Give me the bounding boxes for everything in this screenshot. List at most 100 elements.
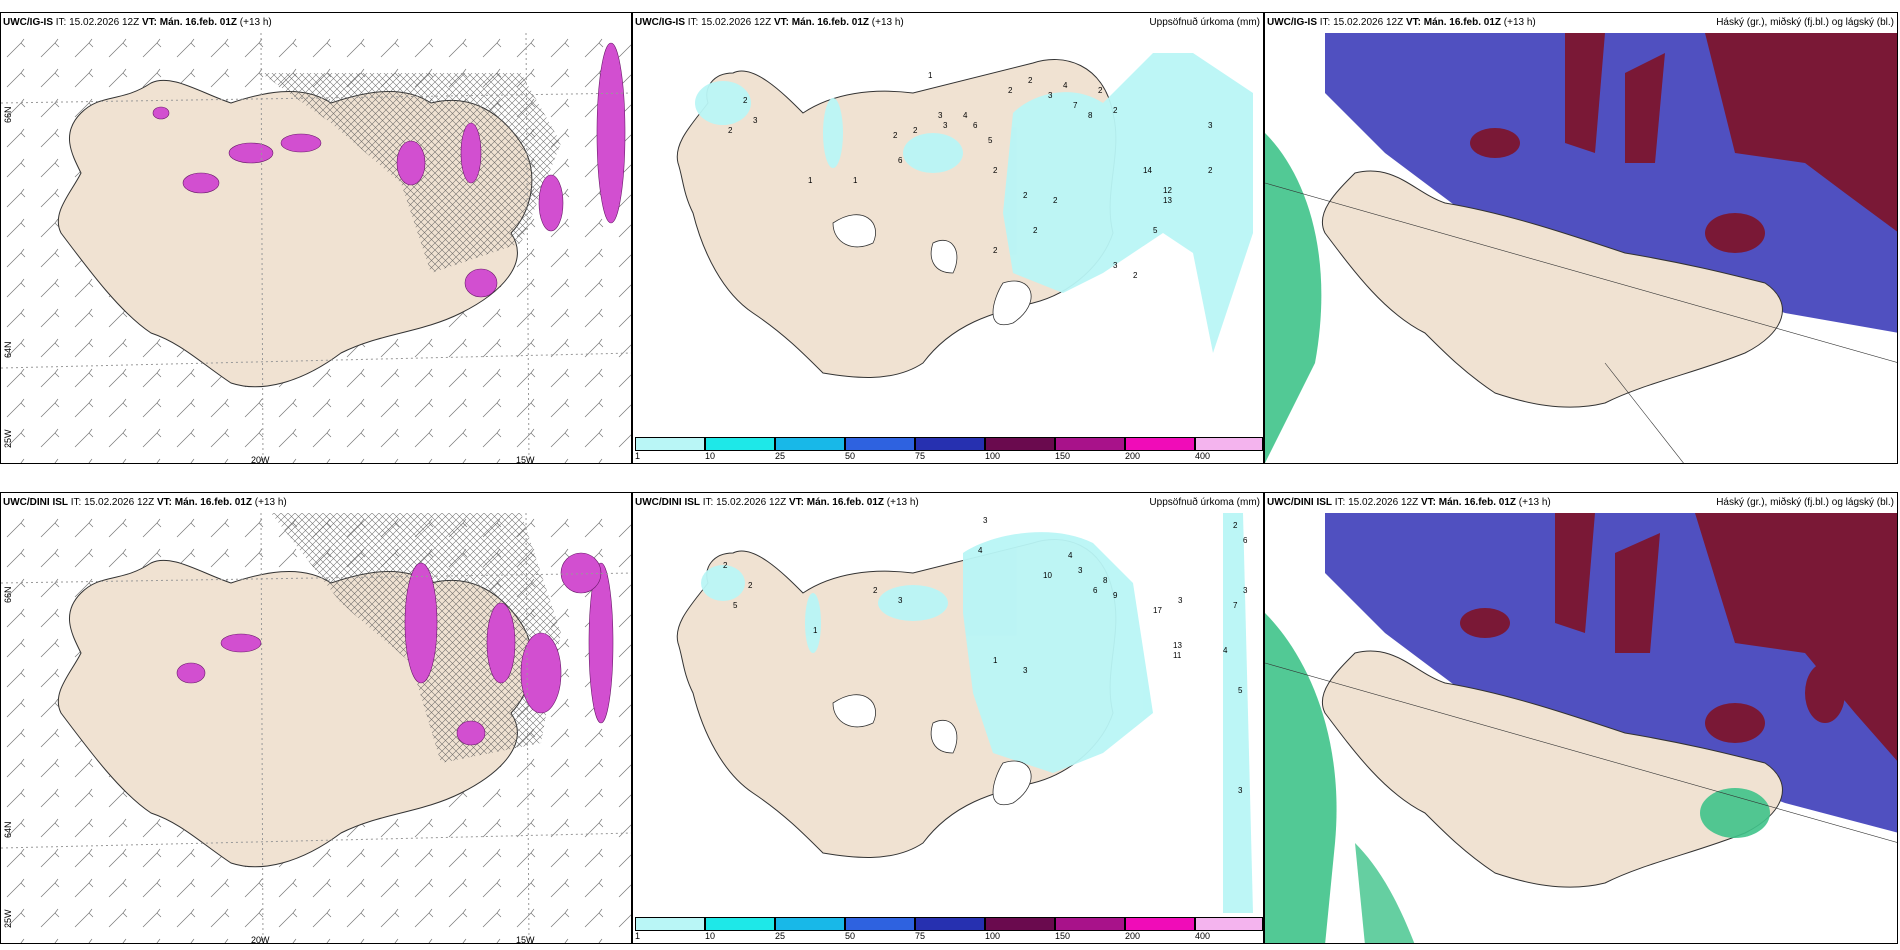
colorbar-label: 75 [915, 451, 926, 461]
colorbar-swatch [775, 437, 845, 451]
svg-text:11: 11 [1173, 651, 1182, 660]
panel-igis-precip: UWC/IG-IS IT: 15.02.2026 12Z VT: Mán. 16… [632, 12, 1264, 464]
svg-text:2: 2 [1028, 76, 1033, 85]
svg-text:8: 8 [1088, 111, 1093, 120]
svg-text:3: 3 [1243, 586, 1248, 595]
svg-text:12: 12 [1163, 186, 1172, 195]
svg-text:4: 4 [1223, 646, 1228, 655]
svg-text:2: 2 [993, 246, 998, 255]
svg-text:1: 1 [993, 656, 998, 665]
panel-header: UWC/IG-IS IT: 15.02.2026 12Z VT: Mán. 16… [1, 13, 631, 33]
svg-text:3: 3 [938, 111, 943, 120]
colorbar-label: 200 [1125, 451, 1141, 461]
svg-text:3: 3 [753, 116, 758, 125]
svg-text:6: 6 [898, 156, 903, 165]
svg-text:4: 4 [1063, 81, 1068, 90]
svg-text:3: 3 [1113, 261, 1118, 270]
svg-text:1: 1 [853, 176, 858, 185]
panel-header: UWC/IG-IS IT: 15.02.2026 12Z VT: Mán. 16… [633, 13, 1263, 33]
svg-text:2: 2 [728, 126, 733, 135]
svg-text:5: 5 [988, 136, 993, 145]
svg-text:6: 6 [1093, 586, 1098, 595]
colorbar-swatch [985, 437, 1055, 451]
svg-text:9: 9 [1113, 591, 1118, 600]
colorbar-swatch [1125, 437, 1195, 451]
svg-text:2: 2 [743, 96, 748, 105]
svg-text:1: 1 [808, 176, 813, 185]
colorbar-swatch [1055, 917, 1125, 931]
svg-text:1: 1 [928, 71, 933, 80]
svg-text:8: 8 [1103, 576, 1108, 585]
colorbar-label: 75 [915, 931, 926, 941]
panel-header: UWC/DINI ISL IT: 15.02.2026 12Z VT: Mán.… [1265, 493, 1897, 513]
cloud-map [1265, 513, 1897, 943]
svg-text:2: 2 [1008, 86, 1013, 95]
svg-text:2: 2 [723, 561, 728, 570]
cloud-map [1265, 33, 1897, 463]
colorbar-label: 1 [635, 931, 641, 941]
colorbar-swatch [705, 917, 775, 931]
colorbar-label: 10 [705, 931, 716, 941]
svg-text:3: 3 [1023, 666, 1028, 675]
colorbar-swatch [915, 917, 985, 931]
colorbar-swatch [845, 437, 915, 451]
precip-map: 3 4 2 2 5 1 2 3 10 4 3 6 8 9 17 3 13 11 … [676, 513, 1253, 913]
colorbar-label: 150 [1055, 931, 1071, 941]
colorbar-label: 100 [985, 931, 1001, 941]
svg-text:2: 2 [1208, 166, 1213, 175]
colorbar-label: 400 [1195, 451, 1211, 461]
svg-text:2: 2 [748, 581, 753, 590]
svg-text:3: 3 [898, 596, 903, 605]
colorbar-swatch [635, 917, 705, 931]
svg-text:3: 3 [943, 121, 948, 130]
colorbar-swatch [1195, 917, 1263, 931]
lon-label: 20W [251, 935, 270, 944]
svg-text:2: 2 [1033, 226, 1038, 235]
lon-label: 25W [3, 429, 13, 448]
colorbar-swatch [705, 437, 775, 451]
lat-label: 66N [3, 106, 13, 123]
colorbar-swatch [985, 917, 1055, 931]
panel-title: Háský (gr.), miðský (fj.bl.) og lágský (… [1716, 497, 1894, 508]
colorbar-label: 200 [1125, 931, 1141, 941]
colorbar-swatch [915, 437, 985, 451]
colorbar-swatch [1055, 437, 1125, 451]
colorbar-label: 50 [845, 451, 856, 461]
svg-text:13: 13 [1173, 641, 1182, 650]
colorbar-label: 150 [1055, 451, 1071, 461]
colorbar-swatch [635, 437, 705, 451]
lat-label: 64N [3, 821, 13, 838]
svg-text:10: 10 [1043, 571, 1052, 580]
lon-label: 15W [516, 935, 535, 944]
svg-text:4: 4 [1068, 551, 1073, 560]
svg-text:14: 14 [1143, 166, 1152, 175]
precip-colorbar: 1 10 25 50 75 100 150 200 400 [633, 915, 1263, 943]
panel-igis-clouds: UWC/IG-IS IT: 15.02.2026 12Z VT: Mán. 16… [1264, 12, 1898, 464]
panel-header: UWC/DINI ISL IT: 15.02.2026 12Z VT: Mán.… [633, 493, 1263, 513]
colorbar-label: 100 [985, 451, 1001, 461]
svg-text:1: 1 [813, 626, 818, 635]
panel-title: Uppsöfnuð úrkoma (mm) [1149, 17, 1260, 28]
colorbar-swatch [845, 917, 915, 931]
wind-precip-map [1, 513, 631, 943]
colorbar-label: 50 [845, 931, 856, 941]
colorbar-label: 10 [705, 451, 716, 461]
panel-igis-wind: UWC/IG-IS IT: 15.02.2026 12Z VT: Mán. 16… [0, 12, 632, 464]
svg-text:5: 5 [733, 601, 738, 610]
svg-text:2: 2 [873, 586, 878, 595]
colorbar-swatch [1195, 437, 1263, 451]
lon-label: 15W [516, 455, 535, 464]
svg-text:13: 13 [1163, 196, 1172, 205]
svg-text:17: 17 [1153, 606, 1162, 615]
precip-labels: 1 2 3 2 3 6 1 1 2 2 3 4 5 6 2 2 3 4 7 8 … [728, 71, 1213, 280]
svg-text:7: 7 [1073, 101, 1078, 110]
colorbar-label: 25 [775, 931, 786, 941]
svg-text:3: 3 [1048, 91, 1053, 100]
colorbar-label: 1 [635, 451, 641, 461]
panel-header: UWC/DINI ISL IT: 15.02.2026 12Z VT: Mán.… [1, 493, 631, 513]
panel-dini-clouds: UWC/DINI ISL IT: 15.02.2026 12Z VT: Mán.… [1264, 492, 1898, 944]
svg-text:3: 3 [983, 516, 988, 525]
precip-labels: 3 4 2 2 5 1 2 3 10 4 3 6 8 9 17 3 13 11 … [723, 516, 1248, 795]
precip-map: 1 2 3 2 3 6 1 1 2 2 3 4 5 6 2 2 3 4 7 8 … [676, 53, 1253, 378]
lon-label: 25W [3, 909, 13, 928]
